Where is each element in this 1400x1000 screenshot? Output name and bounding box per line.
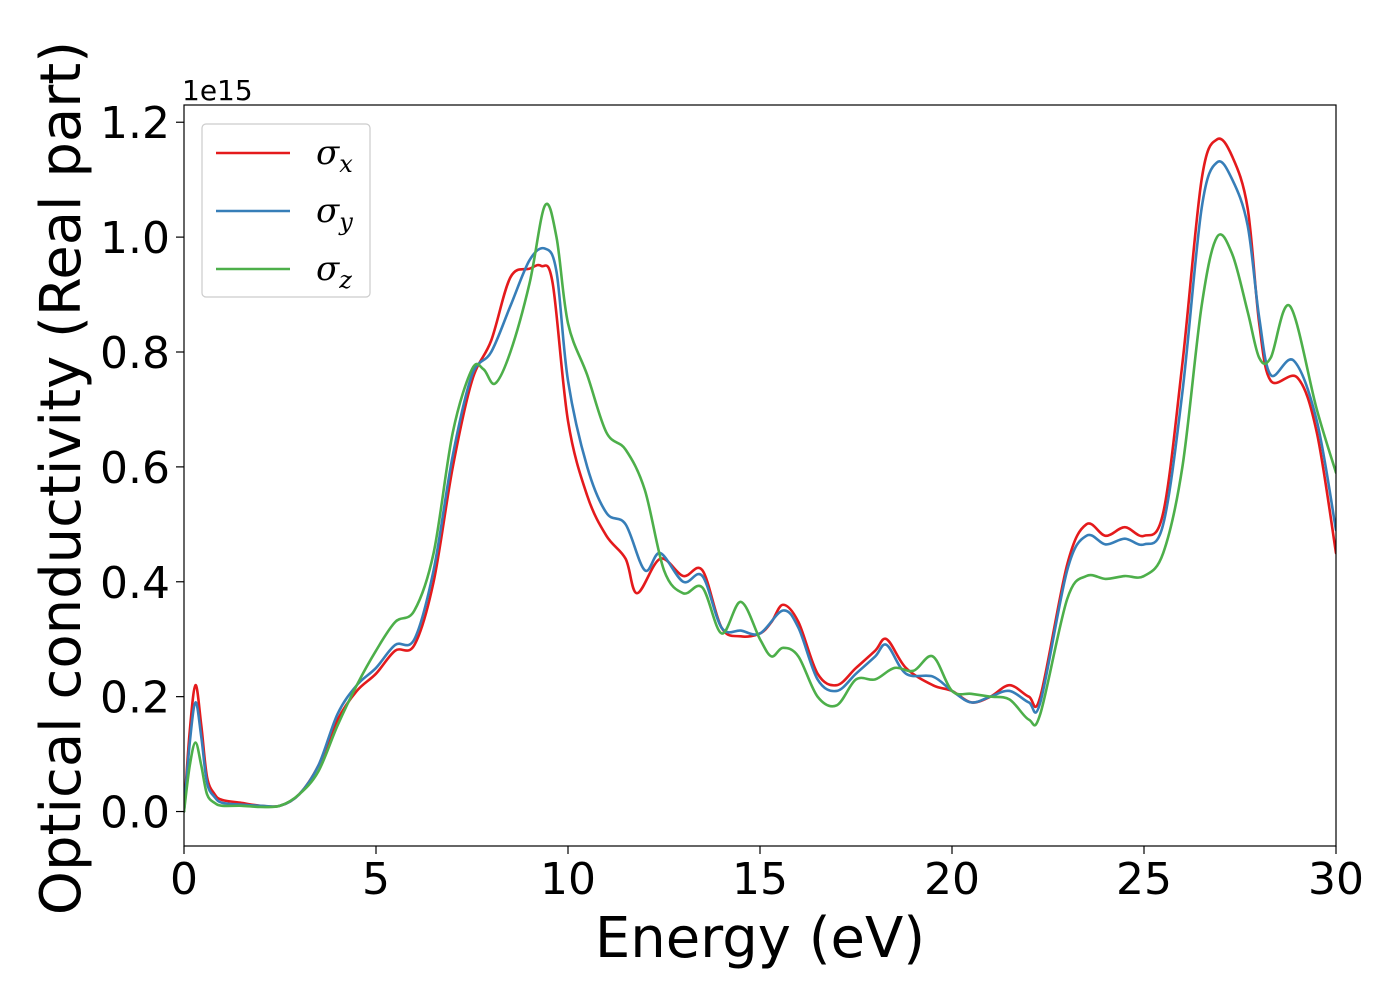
y-tick-label: 0.2 <box>100 673 170 724</box>
legend-label-x: σx <box>316 133 353 178</box>
x-tick-label: 10 <box>540 854 596 905</box>
y-axis-title: Optical conductivity (Real part) <box>29 41 94 915</box>
y-tick-label: 0.8 <box>100 328 170 379</box>
y-axis: 0.0 0.2 0.4 0.6 0.8 1.0 1.2 <box>100 98 184 839</box>
x-tick-label: 25 <box>1116 854 1172 905</box>
y-tick-label: 0.6 <box>100 443 170 494</box>
legend: σx σy σz <box>201 123 371 298</box>
y-offset-label: 1e15 <box>182 74 253 107</box>
x-tick-label: 20 <box>924 854 980 905</box>
series-line-x <box>184 137 1336 813</box>
x-axis-title: Energy (eV) <box>595 906 925 971</box>
legend-label-z: σz <box>316 249 352 294</box>
series-layer <box>184 137 1336 813</box>
y-tick-label: 0.0 <box>100 788 170 839</box>
series-line-z <box>184 202 1336 813</box>
series-line-y <box>184 160 1336 813</box>
plot-background <box>184 105 1336 846</box>
x-tick-label: 0 <box>170 854 198 905</box>
x-tick-label: 15 <box>732 854 788 905</box>
x-tick-label: 30 <box>1308 854 1364 905</box>
y-tick-label: 1.2 <box>100 98 170 149</box>
x-tick-label: 5 <box>362 854 390 905</box>
legend-label-y: σy <box>316 191 353 236</box>
y-tick-label: 0.4 <box>100 558 170 609</box>
y-tick-label: 1.0 <box>100 213 170 264</box>
x-axis: 0 5 10 15 20 25 30 <box>170 846 1364 905</box>
